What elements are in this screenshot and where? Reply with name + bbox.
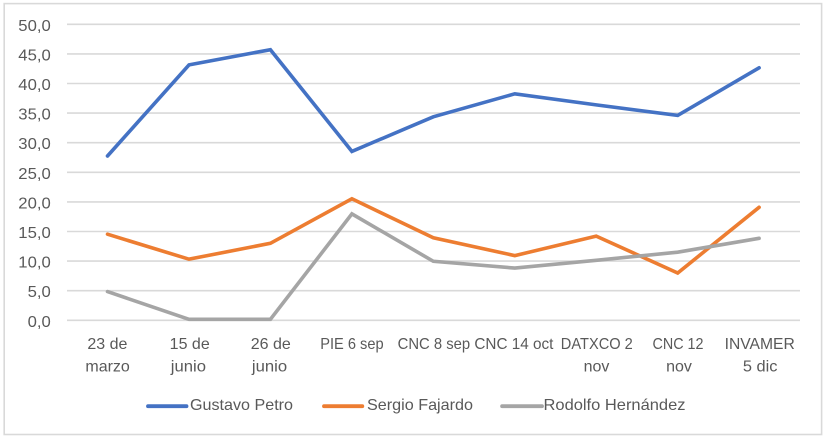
svg-text:50,0: 50,0: [18, 18, 51, 35]
svg-text:25,0: 25,0: [18, 166, 51, 183]
svg-text:CNC 8 sep: CNC 8 sep: [398, 336, 471, 353]
svg-text:PIE 6 sep: PIE 6 sep: [320, 336, 383, 353]
svg-text:26 de: 26 de: [251, 336, 291, 353]
svg-text:45,0: 45,0: [18, 47, 51, 64]
svg-text:Rodolfo Hernández: Rodolfo Hernández: [544, 397, 686, 414]
svg-text:DATXCO 2: DATXCO 2: [561, 336, 633, 353]
svg-text:15 de: 15 de: [170, 336, 210, 353]
svg-text:Sergio Fajardo: Sergio Fajardo: [367, 397, 473, 414]
svg-text:10,0: 10,0: [18, 255, 51, 272]
svg-text:20,0: 20,0: [18, 195, 51, 212]
svg-text:INVAMER: INVAMER: [725, 336, 795, 353]
svg-text:junio: junio: [170, 358, 206, 375]
svg-text:CNC 12: CNC 12: [653, 336, 704, 353]
svg-text:35,0: 35,0: [18, 107, 51, 124]
svg-text:junio: junio: [251, 358, 287, 375]
svg-text:5,0: 5,0: [28, 284, 51, 301]
svg-text:marzo: marzo: [85, 358, 130, 375]
svg-text:Gustavo Petro: Gustavo Petro: [190, 397, 293, 414]
svg-text:23 de: 23 de: [87, 336, 127, 353]
svg-text:40,0: 40,0: [18, 77, 51, 94]
svg-text:30,0: 30,0: [18, 136, 51, 153]
svg-text:5 dic: 5 dic: [743, 358, 778, 375]
svg-text:nov: nov: [666, 358, 692, 375]
svg-text:nov: nov: [584, 358, 610, 375]
svg-text:15,0: 15,0: [18, 225, 51, 242]
svg-text:CNC 14 oct: CNC 14 oct: [474, 336, 554, 353]
svg-text:0,0: 0,0: [28, 314, 51, 331]
